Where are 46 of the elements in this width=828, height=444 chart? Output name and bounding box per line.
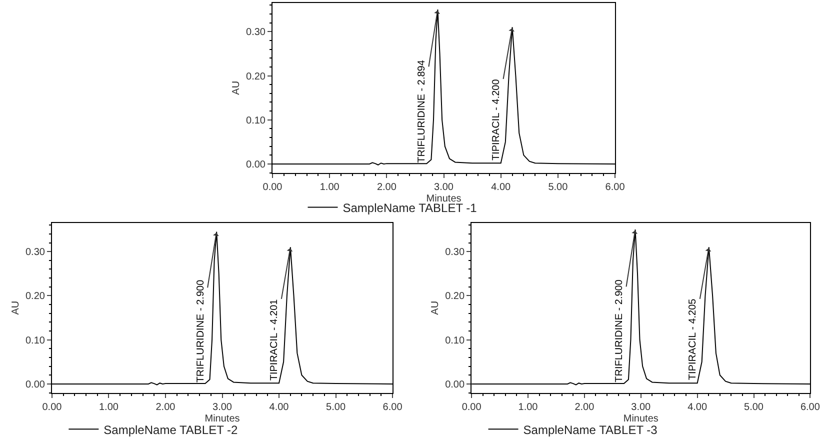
annotation: TIPIRACIL - 4.201 <box>269 298 280 381</box>
x-tick-label: 4.00 <box>491 182 512 193</box>
y-tick-label: 0.00 <box>246 160 266 171</box>
x-tick-label: 6.00 <box>800 402 820 413</box>
annotation: TIPIRACIL - 4.205 <box>688 298 699 380</box>
x-tick-label: 4.00 <box>688 402 708 413</box>
y-tick-label: 0.10 <box>246 115 266 126</box>
x-tick-label: 1.00 <box>320 182 340 193</box>
y-tick-label: 0.30 <box>25 247 46 258</box>
x-tick-label: 2.00 <box>156 402 176 413</box>
x-tick-label: 3.00 <box>212 402 232 413</box>
y-tick-label: 0.10 <box>25 335 46 346</box>
y-tick-label: 0.30 <box>445 247 466 258</box>
x-tick-label: 0.00 <box>462 402 482 413</box>
y-tick-label: 0.20 <box>25 291 46 302</box>
x-tick-label: 1.00 <box>518 402 538 413</box>
x-axis-title: Minutes <box>204 413 240 424</box>
x-tick-label: 4.00 <box>269 402 290 413</box>
x-tick-label: 6.00 <box>605 182 626 193</box>
legend-label: SampleName TABLET -2 <box>104 422 238 437</box>
x-tick-label: 5.00 <box>744 402 764 413</box>
y-tick-label: 0.00 <box>445 379 466 390</box>
annotation: TRIFLURIDINE - 2.894 <box>416 60 428 163</box>
x-tick-label: 5.00 <box>326 402 346 413</box>
x-tick-label: 3.00 <box>631 402 652 413</box>
legend-label: SampleName TABLET -3 <box>523 422 658 437</box>
x-tick-label: 5.00 <box>548 182 568 193</box>
y-axis-title: AU <box>231 80 242 95</box>
y-tick-label: 0.20 <box>246 71 266 82</box>
x-tick-label: 2.00 <box>574 402 595 413</box>
y-axis-title: AU <box>430 300 442 315</box>
y-tick-label: 0.10 <box>445 335 466 346</box>
x-tick-label: 0.00 <box>262 182 283 193</box>
annotation: TRIFLURIDINE - 2.900 <box>195 279 206 383</box>
annotation: TIPIRACIL - 4.200 <box>491 78 502 161</box>
y-tick-label: 0.00 <box>25 379 46 390</box>
x-tick-label: 3.00 <box>434 182 454 193</box>
x-tick-label: 6.00 <box>382 402 403 413</box>
y-tick-label: 0.20 <box>445 291 466 302</box>
y-axis-title: AU <box>10 300 22 315</box>
x-tick-label: 1.00 <box>98 402 119 413</box>
annotation: TRIFLURIDINE - 2.900 <box>614 279 626 382</box>
x-axis-title: Minutes <box>623 413 658 424</box>
x-tick-label: 2.00 <box>376 182 397 193</box>
x-tick-label: 0.00 <box>42 402 62 413</box>
y-tick-label: 0.30 <box>246 27 266 38</box>
